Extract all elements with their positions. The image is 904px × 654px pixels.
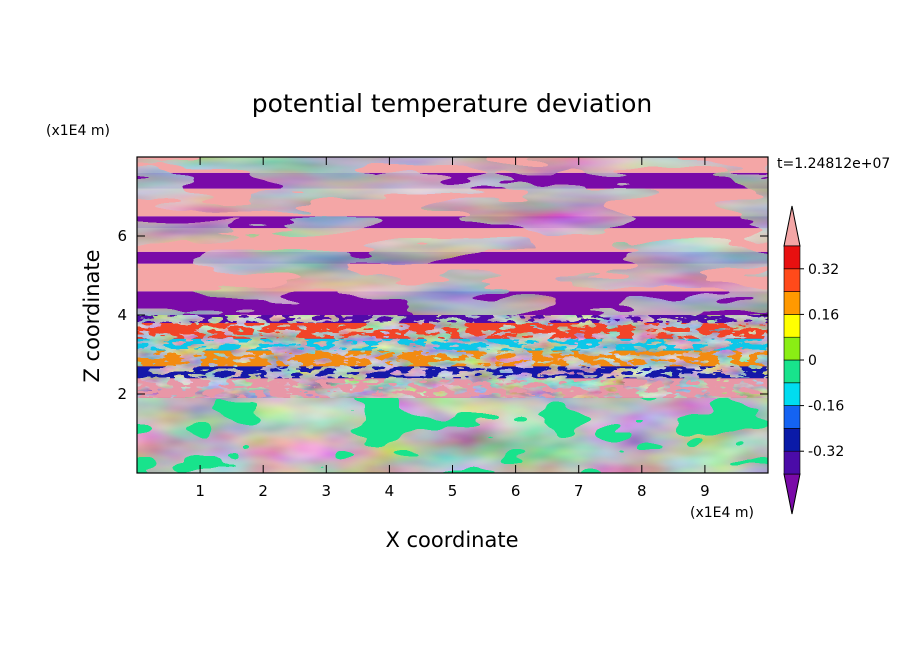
y-axis-label: Z coordinate [80, 249, 104, 382]
colorbar-swatch [783, 268, 801, 292]
colorbar-tick-label: 0.16 [808, 307, 839, 323]
x-tick-label: 3 [322, 482, 332, 500]
x-tick-label: 8 [637, 482, 647, 500]
colorbar-swatch [783, 245, 801, 270]
colorbar: 0.32 0.16 0 -0.16 -0.32 [783, 205, 844, 515]
y-tick-label: 4 [117, 306, 127, 324]
y-tick-label: 6 [117, 227, 127, 245]
contour-field [137, 157, 768, 473]
colorbar-swatch [783, 291, 801, 315]
x-tick-label: 9 [700, 482, 710, 500]
x-tick-label: 5 [448, 482, 458, 500]
colorbar-over-arrow [783, 205, 801, 247]
colorbar-swatch [783, 314, 801, 338]
colorbar-under-arrow [783, 473, 801, 515]
x-tick-label: 7 [574, 482, 584, 500]
colorbar-swatch [783, 428, 801, 452]
x-tick-label: 4 [385, 482, 395, 500]
colorbar-tick-label: -0.16 [808, 399, 844, 415]
colorbar-swatch [783, 382, 801, 406]
colorbar-swatch [783, 336, 801, 361]
y-unit-label: (x1E4 m) [46, 123, 110, 139]
colorbar-tick-label: 0.32 [808, 262, 839, 278]
colorbar-tick-label: -0.32 [808, 444, 844, 460]
colorbar-swatch [783, 450, 801, 475]
colorbar-swatch [783, 359, 801, 384]
x-tick-label: 6 [511, 482, 521, 500]
x-axis-label: X coordinate [385, 528, 518, 552]
y-tick-label: 2 [117, 385, 127, 403]
x-axis-ticks: 1 2 3 4 5 6 7 8 9 [195, 157, 710, 500]
x-tick-label: 1 [195, 482, 205, 500]
chart-title: potential temperature deviation [252, 89, 652, 118]
colorbar-swatch [783, 405, 801, 429]
x-unit-label: (x1E4 m) [690, 505, 754, 521]
y-axis-ticks: 2 4 6 [117, 227, 768, 403]
time-label: t=1.24812e+07 [777, 156, 890, 172]
colorbar-tick-label: 0 [808, 353, 817, 369]
x-tick-label: 2 [258, 482, 268, 500]
